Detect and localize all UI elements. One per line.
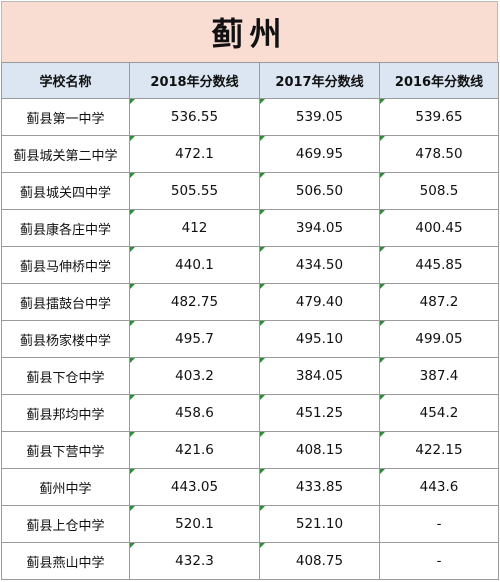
score-2017-cell: 495.10: [259, 320, 380, 358]
score-2016-cell: 508.5: [379, 172, 499, 210]
table-row: 蓟县下营中学 421.6 408.15 422.15: [1, 431, 499, 469]
score-2017-cell: 479.40: [259, 283, 380, 321]
table-row: 蓟州中学 443.05 433.85 443.6: [1, 468, 499, 506]
school-name-cell: 蓟县上仓中学: [1, 505, 130, 543]
score-2018-cell: 458.6: [129, 394, 260, 432]
school-name-cell: 蓟县杨家楼中学: [1, 320, 130, 358]
score-2017-cell: 408.75: [259, 542, 380, 580]
score-2016-cell: 478.50: [379, 135, 499, 173]
score-2018-cell: 440.1: [129, 246, 260, 284]
score-2018-cell: 505.55: [129, 172, 260, 210]
column-header-school: 学校名称: [1, 62, 130, 99]
score-2018-cell: 412: [129, 209, 260, 247]
school-name-cell: 蓟县城关第二中学: [1, 135, 130, 173]
table-row: 蓟县下仓中学 403.2 384.05 387.4: [1, 357, 499, 395]
score-2017-cell: 394.05: [259, 209, 380, 247]
score-2018-cell: 536.55: [129, 98, 260, 136]
score-2016-cell: 539.65: [379, 98, 499, 136]
page-title: 蓟州: [211, 15, 288, 53]
score-2018-cell: 482.75: [129, 283, 260, 321]
school-name-cell: 蓟县邦均中学: [1, 394, 130, 432]
score-2017-cell: 521.10: [259, 505, 380, 543]
score-2017-cell: 469.95: [259, 135, 380, 173]
table-row: 蓟县燕山中学 432.3 408.75 -: [1, 542, 499, 580]
score-2018-cell: 432.3: [129, 542, 260, 580]
school-name-cell: 蓟县第一中学: [1, 98, 130, 136]
table-row: 蓟县上仓中学 520.1 521.10 -: [1, 505, 499, 543]
table-row: 蓟县第一中学 536.55 539.05 539.65: [1, 98, 499, 136]
school-name-cell: 蓟县燕山中学: [1, 542, 130, 580]
score-2016-cell: 487.2: [379, 283, 499, 321]
table-row: 蓟县马伸桥中学 440.1 434.50 445.85: [1, 246, 499, 284]
column-header-2016: 2016年分数线: [379, 62, 499, 99]
score-2018-cell: 472.1: [129, 135, 260, 173]
school-name-cell: 蓟县下营中学: [1, 431, 130, 469]
school-name-cell: 蓟县康各庄中学: [1, 209, 130, 247]
score-2017-cell: 408.15: [259, 431, 380, 469]
school-name-cell: 蓟县城关四中学: [1, 172, 130, 210]
table-row: 蓟县杨家楼中学 495.7 495.10 499.05: [1, 320, 499, 358]
score-2016-cell: 387.4: [379, 357, 499, 395]
score-2017-cell: 506.50: [259, 172, 380, 210]
title-bar: 蓟州: [1, 1, 498, 62]
score-2018-cell: 443.05: [129, 468, 260, 506]
table-row: 蓟县邦均中学 458.6 451.25 454.2: [1, 394, 499, 432]
score-2016-cell: 443.6: [379, 468, 499, 506]
table-header-row: 学校名称 2018年分数线 2017年分数线 2016年分数线: [1, 62, 499, 99]
score-table: 学校名称 2018年分数线 2017年分数线 2016年分数线 蓟县第一中学 5…: [1, 62, 499, 580]
score-2016-cell: -: [379, 542, 499, 580]
score-2016-cell: -: [379, 505, 499, 543]
score-2017-cell: 451.25: [259, 394, 380, 432]
score-2018-cell: 520.1: [129, 505, 260, 543]
score-2016-cell: 454.2: [379, 394, 499, 432]
score-2017-cell: 434.50: [259, 246, 380, 284]
score-2018-cell: 495.7: [129, 320, 260, 358]
score-2018-cell: 403.2: [129, 357, 260, 395]
score-2017-cell: 384.05: [259, 357, 380, 395]
school-name-cell: 蓟州中学: [1, 468, 130, 506]
score-2016-cell: 422.15: [379, 431, 499, 469]
score-2016-cell: 445.85: [379, 246, 499, 284]
table-row: 蓟县城关第二中学 472.1 469.95 478.50: [1, 135, 499, 173]
score-2016-cell: 400.45: [379, 209, 499, 247]
school-name-cell: 蓟县下仓中学: [1, 357, 130, 395]
score-2017-cell: 433.85: [259, 468, 380, 506]
table-row: 蓟县城关四中学 505.55 506.50 508.5: [1, 172, 499, 210]
school-name-cell: 蓟县马伸桥中学: [1, 246, 130, 284]
column-header-2017: 2017年分数线: [259, 62, 380, 99]
score-2017-cell: 539.05: [259, 98, 380, 136]
table-row: 蓟县擂鼓台中学 482.75 479.40 487.2: [1, 283, 499, 321]
score-2016-cell: 499.05: [379, 320, 499, 358]
table-row: 蓟县康各庄中学 412 394.05 400.45: [1, 209, 499, 247]
score-2018-cell: 421.6: [129, 431, 260, 469]
school-name-cell: 蓟县擂鼓台中学: [1, 283, 130, 321]
column-header-2018: 2018年分数线: [129, 62, 260, 99]
